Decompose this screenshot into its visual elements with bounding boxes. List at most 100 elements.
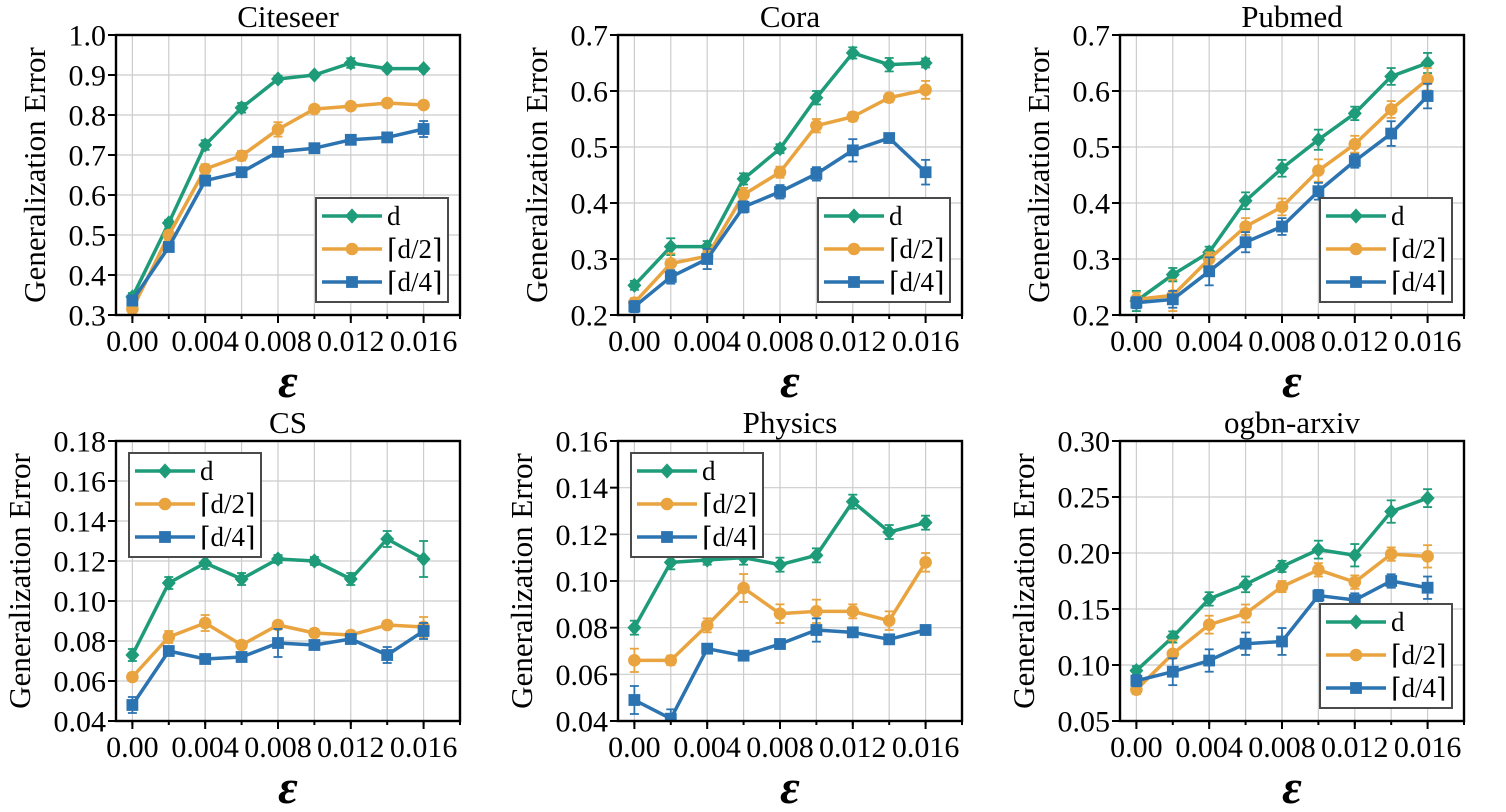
marker-d_half xyxy=(1312,164,1325,177)
series-d_half xyxy=(628,80,932,309)
marker-d_quarter xyxy=(272,637,284,649)
marker-d_quarter xyxy=(737,649,750,662)
chart-svg-cora: 0.00 0.004 0.008 0.012 0.016 0.2 0.3 0.4 0.5 0.6 0… xyxy=(502,0,1004,406)
y-tick-label: 0.3 xyxy=(69,300,107,333)
legend-label-d_half: ⌈d/2⌉ xyxy=(1391,234,1447,264)
series-d_quarter xyxy=(1130,82,1434,310)
marker-d_quarter xyxy=(344,633,357,645)
y-tick-label: 0.08 xyxy=(556,612,609,645)
marker-d_quarter xyxy=(1385,127,1398,140)
legend-marker-d_quarter xyxy=(1350,682,1362,694)
legend: d⌈d/2⌉⌈d/4⌉ xyxy=(630,452,764,558)
marker-d_half xyxy=(1166,647,1180,661)
marker-d_quarter xyxy=(810,167,823,180)
marker-d_quarter xyxy=(846,144,859,157)
x-tick-label: 0.016 xyxy=(1394,731,1462,764)
y-tick-label: 0.14 xyxy=(54,506,107,539)
legend-marker-d xyxy=(1349,208,1363,224)
legend-label-d: d xyxy=(1391,201,1405,231)
legend-marker-d_quarter xyxy=(1350,276,1362,288)
x-tick-label: 0.016 xyxy=(892,731,960,764)
y-axis-label: Generalization Error xyxy=(519,47,554,303)
legend-marker-d_quarter xyxy=(848,276,860,288)
marker-d_quarter xyxy=(1312,589,1325,602)
marker-d xyxy=(882,524,897,540)
legend-label-d_half: ⌈d/2⌉ xyxy=(702,489,758,519)
marker-d_half xyxy=(737,581,750,595)
marker-d_half xyxy=(1421,550,1434,563)
chart-physics: 0.00 0.004 0.008 0.012 0.016 0.04 0.06 0.08 0.10… xyxy=(502,406,1004,812)
chart-title: ogbn-arxiv xyxy=(1224,406,1361,440)
legend-label-d_half: ⌈d/2⌉ xyxy=(387,234,443,264)
marker-d_half xyxy=(773,165,787,179)
marker-d_half xyxy=(1275,580,1289,593)
y-tick-label: 0.4 xyxy=(571,188,609,221)
x-tick-label: 0.008 xyxy=(746,325,814,358)
marker-d_quarter xyxy=(417,625,430,637)
marker-d_quarter xyxy=(126,294,139,307)
axes-frame xyxy=(1118,33,1466,317)
chart-cora: 0.00 0.004 0.008 0.012 0.016 0.2 0.3 0.4 0.5 0.6 0… xyxy=(502,0,1004,406)
marker-d_half xyxy=(846,110,860,124)
marker-d_quarter xyxy=(199,653,212,665)
y-tick-label: 0.7 xyxy=(571,20,609,53)
plot-area xyxy=(125,530,431,714)
marker-d_quarter xyxy=(774,638,786,650)
x-tick-label: 0.008 xyxy=(746,731,814,764)
chart-pubmed: 0.00 0.004 0.008 0.012 0.016 0.2 0.3 0.4 0.5 0.6 0… xyxy=(1004,0,1506,406)
marker-d_half xyxy=(846,605,860,618)
series-d xyxy=(125,530,431,663)
chart-svg-cs: 0.00 0.004 0.008 0.012 0.016 0.04 0.06 0.08 0.10… xyxy=(0,406,502,812)
x-tick-label: 0.00 xyxy=(106,325,159,358)
x-tick-label: 0.008 xyxy=(1248,325,1316,358)
marker-d xyxy=(270,71,285,87)
legend-marker-d xyxy=(158,463,172,479)
marker-d xyxy=(663,239,678,255)
marker-d xyxy=(380,531,395,547)
series-d_quarter xyxy=(628,132,932,314)
marker-d_quarter xyxy=(1276,220,1288,233)
legend-marker-d_half xyxy=(847,242,861,256)
x-axis-label: ε xyxy=(278,355,298,406)
chart-svg-pubmed: 0.00 0.004 0.008 0.012 0.016 0.2 0.3 0.4 0.5 0.6 0… xyxy=(1004,0,1506,406)
x-tick-label: 0.00 xyxy=(1110,325,1163,358)
plot-area xyxy=(1129,52,1435,312)
marker-d_quarter xyxy=(664,271,677,283)
marker-d_quarter xyxy=(1203,654,1216,667)
marker-d xyxy=(343,571,358,587)
marker-d xyxy=(1165,267,1180,283)
y-axis-label: Generalization Error xyxy=(1021,47,1056,303)
marker-d_half xyxy=(700,619,714,632)
marker-d xyxy=(1274,160,1289,176)
marker-d_half xyxy=(308,626,321,640)
marker-d_quarter xyxy=(1130,674,1143,687)
marker-d xyxy=(1384,68,1399,85)
legend: d⌈d/2⌉⌈d/4⌉ xyxy=(128,452,262,558)
axis-ticks xyxy=(610,34,963,323)
marker-d_quarter xyxy=(1203,265,1216,278)
marker-d xyxy=(918,515,933,531)
y-tick-label: 0.8 xyxy=(69,100,107,133)
x-tick-label: 0.008 xyxy=(244,325,312,358)
marker-d xyxy=(736,171,751,187)
legend-label-d: d xyxy=(200,456,214,486)
marker-d_half xyxy=(1421,72,1434,86)
marker-d xyxy=(1420,55,1435,71)
y-tick-label: 0.5 xyxy=(69,220,107,253)
marker-d_quarter xyxy=(126,699,139,711)
marker-d xyxy=(772,557,787,573)
marker-d_half xyxy=(1312,563,1325,577)
x-tick-label: 0.004 xyxy=(673,325,741,358)
marker-d xyxy=(1311,542,1326,558)
series-d_quarter xyxy=(126,622,430,714)
series-d_half xyxy=(1130,544,1434,696)
series-d xyxy=(1129,52,1435,312)
chart-title: Pubmed xyxy=(1241,0,1343,34)
y-tick-label: 0.4 xyxy=(69,260,107,293)
x-tick-label: 0.004 xyxy=(1175,731,1243,764)
y-tick-label: 0.3 xyxy=(571,244,609,277)
marker-d_quarter xyxy=(162,645,175,657)
marker-d_quarter xyxy=(919,624,932,636)
y-tick-label: 0.7 xyxy=(1073,20,1111,53)
legend-label-d_quarter: ⌈d/4⌉ xyxy=(889,267,945,297)
